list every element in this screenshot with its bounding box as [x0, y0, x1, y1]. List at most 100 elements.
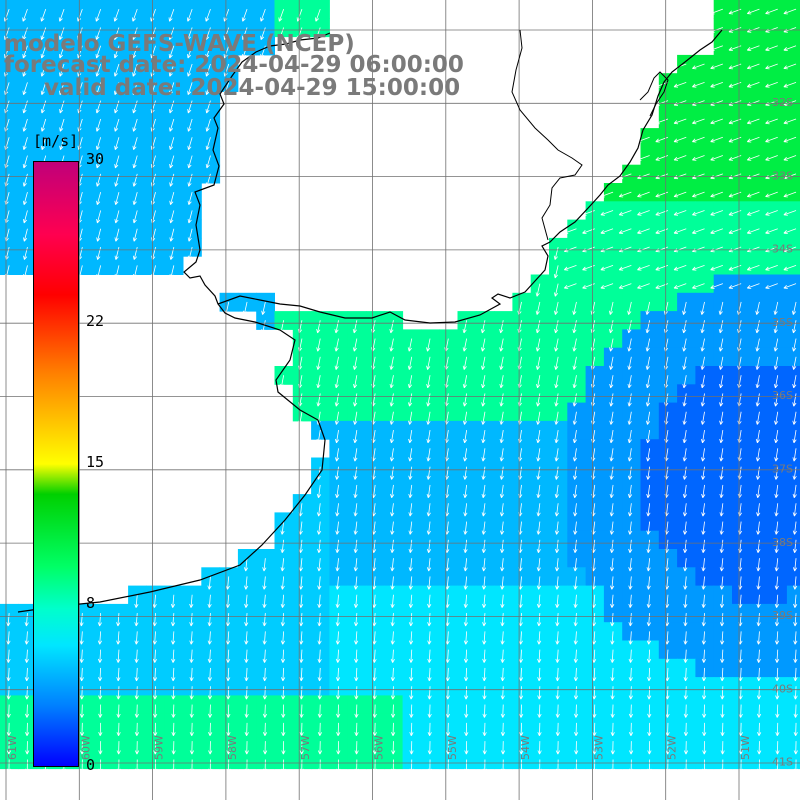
wind-arrow — [700, 320, 705, 334]
wind-arrow — [554, 356, 559, 370]
wind-arrow — [627, 356, 632, 370]
wind-arrow — [555, 631, 560, 645]
wind-arrow — [132, 210, 138, 224]
wind-arrow — [263, 759, 268, 773]
wind-cell — [567, 237, 587, 257]
wind-arrow — [226, 759, 231, 773]
wind-cell — [750, 256, 770, 275]
wind-arrow — [756, 613, 761, 627]
wind-arrow — [536, 521, 541, 535]
wind-cell — [768, 0, 788, 19]
wind-arrow — [783, 283, 797, 289]
wind-arrow — [336, 759, 341, 773]
wind-arrow — [610, 741, 615, 755]
wind-arrow — [153, 759, 158, 773]
wind-arrow — [554, 393, 559, 407]
wind-cell — [786, 311, 800, 330]
wind-arrow — [97, 649, 103, 663]
wind-arrow — [169, 246, 175, 260]
wind-arrow — [682, 320, 687, 334]
wind-arrow — [372, 759, 378, 773]
wind-arrow — [572, 448, 578, 462]
wind-arrow — [783, 118, 797, 125]
wind-arrow — [6, 613, 11, 627]
wind-arrow — [719, 429, 724, 444]
wind-arrow — [79, 667, 84, 682]
wind-arrow — [746, 264, 760, 271]
wind-cell — [786, 549, 800, 568]
wind-arrow — [335, 466, 340, 480]
wind-arrow — [536, 558, 541, 572]
wind-arrow — [673, 228, 687, 234]
wind-arrow — [673, 191, 687, 198]
wind-cell — [768, 146, 788, 166]
wind-arrow — [58, 45, 65, 59]
wind-arrow — [40, 27, 47, 41]
wind-arrow — [710, 81, 723, 88]
axis-labels: 61W 60W 59W 58W 57W 56W 55W 54W 53W 52W 51W 32S 33S 3… — [6, 96, 793, 769]
wind-cell — [695, 274, 715, 294]
wind-arrow — [464, 759, 469, 773]
wind-arrow — [609, 484, 614, 499]
wind-arrow — [573, 667, 578, 682]
wind-arrow — [482, 722, 487, 737]
wind-arrow — [500, 686, 505, 700]
wind-arrow — [793, 704, 798, 718]
wind-arrow — [353, 594, 359, 608]
wind-arrow — [59, 118, 65, 132]
wind-cell — [695, 54, 715, 74]
wind-arrow — [628, 667, 633, 682]
wind-cell — [750, 146, 770, 166]
wind-arrow — [718, 356, 724, 370]
wind-arrow — [390, 558, 395, 572]
wind-arrow — [79, 704, 85, 718]
wind-cell — [658, 256, 678, 275]
wind-arrow — [774, 448, 779, 462]
wind-arrow — [80, 741, 85, 755]
wind-cell — [713, 219, 733, 239]
wind-arrow — [537, 667, 542, 682]
wind-arrow — [426, 558, 432, 572]
wind-arrow — [627, 429, 632, 444]
wind-arrow — [98, 722, 103, 737]
wind-arrow — [645, 411, 651, 425]
wind-arrow — [390, 704, 396, 718]
wind-arrow — [262, 613, 267, 627]
wind-arrow — [637, 155, 650, 161]
wind-cell — [658, 146, 678, 166]
lat-label: 32S — [772, 96, 793, 109]
wind-arrow — [647, 667, 652, 682]
wind-arrow — [427, 613, 432, 627]
wind-arrow — [134, 631, 139, 645]
wind-arrow — [774, 613, 780, 627]
wind-arrow — [353, 429, 358, 444]
wind-arrow — [132, 265, 138, 279]
wind-cell — [658, 109, 678, 129]
wind-arrow — [710, 210, 723, 216]
wind-arrow — [536, 539, 541, 553]
wind-arrow — [646, 613, 651, 627]
wind-cell — [750, 73, 770, 92]
wind-arrow — [683, 686, 688, 700]
wind-arrow — [645, 338, 651, 352]
wind-arrow — [353, 411, 358, 425]
wind-arrow — [281, 722, 286, 737]
wind-arrow — [555, 686, 560, 700]
wind-arrow — [171, 686, 176, 700]
wind-arrow — [499, 393, 504, 407]
wind-arrow — [720, 667, 725, 682]
wind-arrow — [462, 411, 468, 425]
wind-arrow — [773, 301, 779, 315]
wind-arrow — [463, 594, 468, 608]
wind-cell — [768, 256, 788, 275]
wind-arrow — [720, 704, 725, 718]
wind-arrow — [317, 521, 322, 535]
wind-cell — [713, 146, 733, 166]
wind-arrow — [426, 484, 431, 499]
wind-arrow — [98, 704, 103, 718]
wind-arrow — [618, 228, 632, 234]
wind-cell — [658, 128, 678, 147]
wind-arrow — [683, 594, 688, 608]
wind-cell — [732, 0, 751, 19]
wind-arrow — [563, 264, 577, 271]
